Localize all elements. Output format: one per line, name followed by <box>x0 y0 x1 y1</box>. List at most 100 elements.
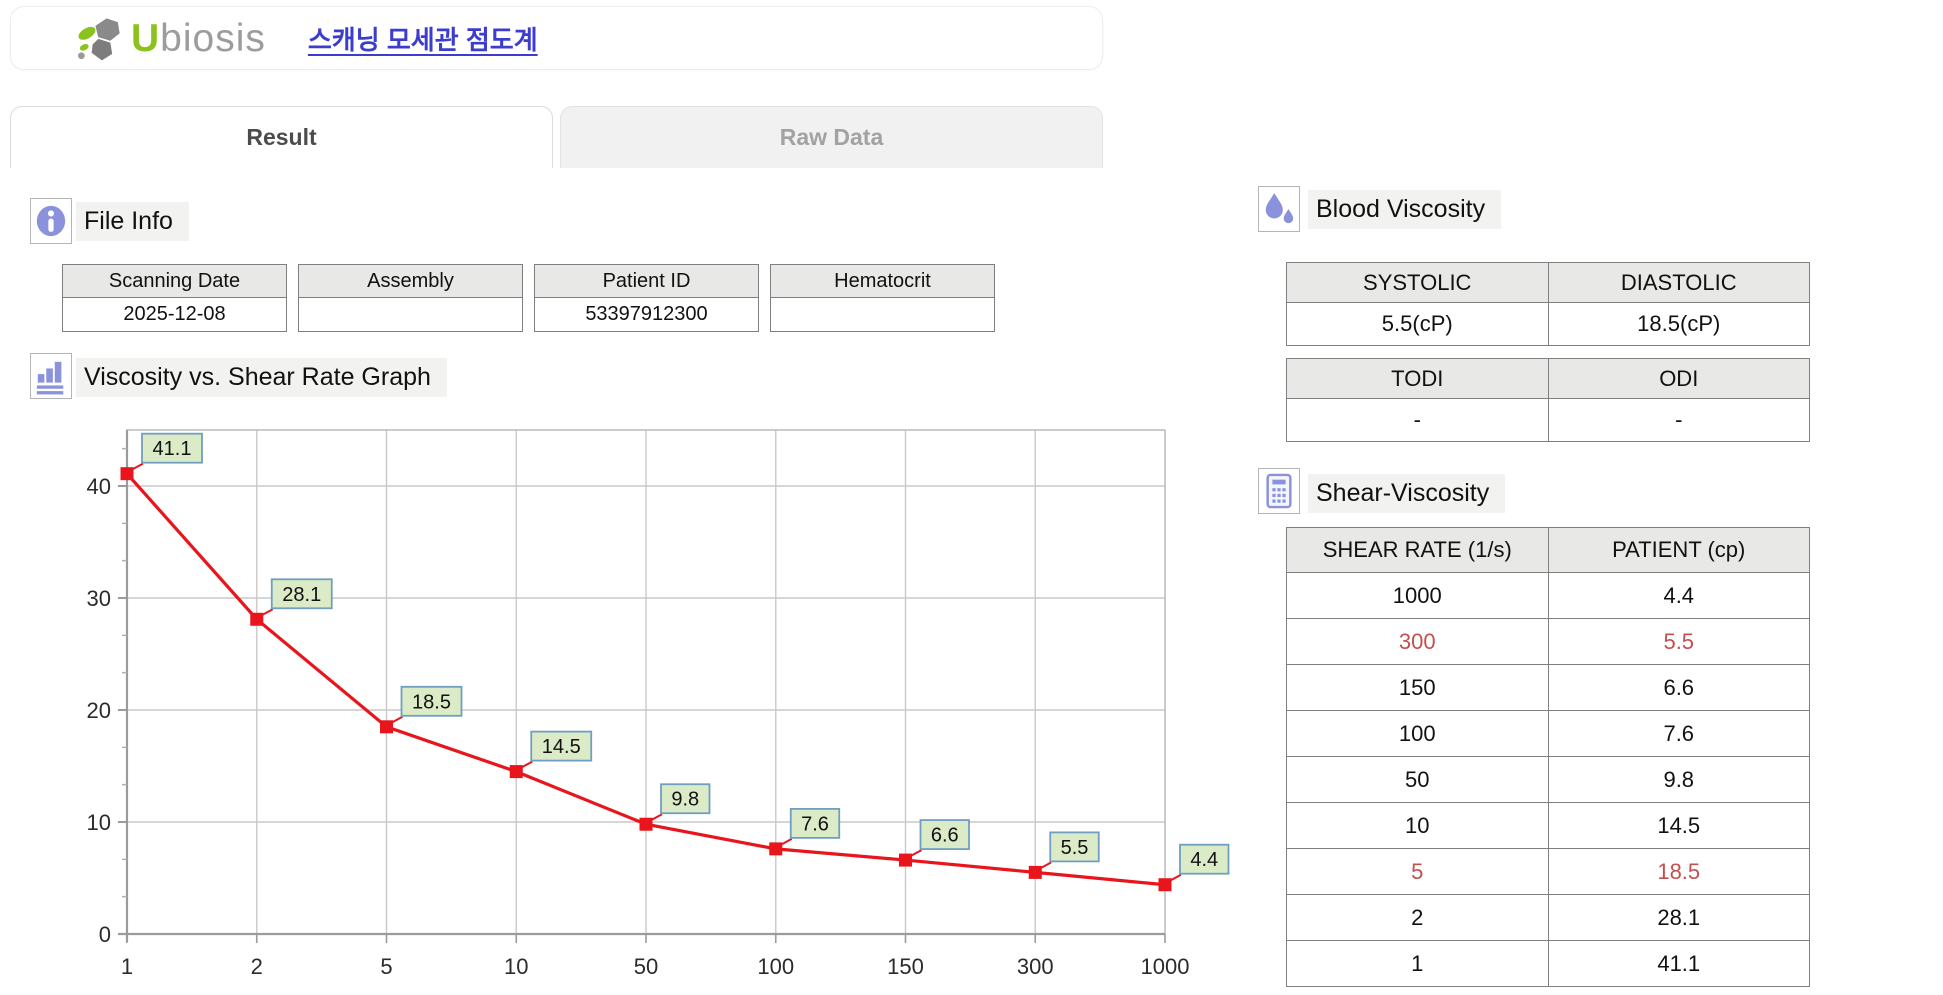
shear-viscosity-table: SHEAR RATE (1/s) PATIENT (cp) 1000 4.4 3… <box>1286 527 1810 987</box>
y-axis-label: 0 <box>99 922 111 947</box>
systolic-value: 5.5(cP) <box>1286 302 1549 346</box>
file-info-field: Scanning Date 2025-12-08 <box>62 264 287 332</box>
table-row: 50 9.8 <box>1286 756 1810 803</box>
data-point-label: 18.5 <box>412 691 451 713</box>
tab-result[interactable]: Result <box>10 106 553 168</box>
x-axis-label: 5 <box>380 954 392 979</box>
logo-text: Ubiosis <box>131 19 266 58</box>
patient-viscosity-cell: 4.4 <box>1547 572 1810 619</box>
patient-viscosity-cell: 28.1 <box>1547 894 1810 941</box>
diastolic-value: 18.5(cP) <box>1547 302 1810 346</box>
x-axis-label: 100 <box>757 954 794 979</box>
data-point-label-box <box>400 685 463 717</box>
table-row: 300 5.5 <box>1286 618 1810 665</box>
table-row: 150 6.6 <box>1286 664 1810 711</box>
chart-canvas: 0 10 20 30 40 1 2 5 10 50 100 150 300 1000 41.1 28.1 18.… <box>87 429 1230 979</box>
blood-viscosity-title: Blood Viscosity <box>1308 190 1502 229</box>
data-point-label: 4.4 <box>1190 849 1218 871</box>
data-point-label-box <box>270 578 333 610</box>
shear-rate-cell: 150 <box>1286 664 1549 711</box>
data-point-label-box <box>530 730 593 762</box>
file-info-field: Hematocrit <box>770 264 995 332</box>
patient-header: PATIENT (cp) <box>1547 527 1810 573</box>
info-icon <box>36 205 66 237</box>
shear-rate-cell: 1000 <box>1286 572 1549 619</box>
table-header-row: SHEAR RATE (1/s) PATIENT (cp) <box>1286 527 1810 573</box>
patient-viscosity-cell: 41.1 <box>1547 940 1810 987</box>
patient-viscosity-cell: 18.5 <box>1547 848 1810 895</box>
shear-rate-cell: 5 <box>1286 848 1549 895</box>
file-info-fields: Scanning Date 2025-12-08 Assembly Patien… <box>62 264 995 332</box>
viscosity-shear-rate-chart: 0 10 20 30 40 1 2 5 10 50 100 150 300 1000 41.1 28.1 18.… <box>18 415 1268 995</box>
table-row: 10 14.5 <box>1286 802 1810 849</box>
file-info-field-value: 2025-12-08 <box>63 298 286 331</box>
odi-value: - <box>1547 398 1810 442</box>
y-axis-label: 40 <box>87 474 111 499</box>
data-point-label: 9.8 <box>671 789 699 811</box>
todi-header: TODI <box>1286 358 1549 399</box>
table-row: 5 18.5 <box>1286 848 1810 895</box>
x-axis-label: 1 <box>121 954 133 979</box>
todi-value: - <box>1286 398 1549 442</box>
data-point-label: 41.1 <box>153 438 192 460</box>
shear-rate-cell: 50 <box>1286 756 1549 803</box>
header-card: Ubiosis 스캐닝 모세관 점도계 <box>10 6 1103 70</box>
label-leader-line <box>129 462 144 472</box>
x-axis-label: 1000 <box>1141 954 1190 979</box>
data-point-label-box <box>1179 843 1230 875</box>
blood-viscosity-pressure-table: SYSTOLIC DIASTOLIC 5.5(cP) 18.5(cP) <box>1286 262 1810 346</box>
table-row: 2 28.1 <box>1286 894 1810 941</box>
data-point-label: 7.6 <box>801 813 829 835</box>
blood-droplets-icon <box>1265 192 1294 224</box>
bar-chart-icon-box <box>30 353 72 399</box>
shear-viscosity-rows: 1000 4.4 300 5.5 150 6.6 100 7.6 50 9.8 … <box>1286 572 1810 987</box>
x-axis-label: 10 <box>504 954 528 979</box>
shear-rate-cell: 300 <box>1286 618 1549 665</box>
table-value-row: - - <box>1286 398 1810 442</box>
label-leader-line <box>1037 861 1052 871</box>
calculator-icon-box <box>1258 468 1300 514</box>
shear-rate-cell: 10 <box>1286 802 1549 849</box>
x-axis-label: 2 <box>251 954 263 979</box>
calculator-icon <box>1266 473 1292 509</box>
tab-raw-data[interactable]: Raw Data <box>560 106 1103 168</box>
info-icon-box <box>30 198 72 244</box>
table-value-row: 5.5(cP) 18.5(cP) <box>1286 302 1810 346</box>
data-point-label-box <box>660 783 711 815</box>
table-header-row: SYSTOLIC DIASTOLIC <box>1286 262 1810 303</box>
y-axis-label: 10 <box>87 810 111 835</box>
data-point-label-box <box>1049 831 1100 863</box>
x-axis-label: 150 <box>887 954 924 979</box>
data-point-label-box <box>141 432 203 464</box>
label-leader-line <box>778 837 793 847</box>
label-leader-line <box>518 760 533 770</box>
label-leader-line <box>1167 873 1182 883</box>
table-row: 1 41.1 <box>1286 940 1810 987</box>
bar-chart-icon <box>36 361 64 395</box>
file-info-field-label: Assembly <box>299 265 522 298</box>
y-axis-label: 30 <box>87 586 111 611</box>
app-title: 스캐닝 모세관 점도계 <box>307 24 538 55</box>
file-info-field: Assembly <box>298 264 523 332</box>
data-point-label-box <box>789 807 841 839</box>
table-header-row: TODI ODI <box>1286 358 1810 399</box>
label-leader-line <box>908 849 922 858</box>
ubiosis-logo: Ubiosis <box>73 13 266 63</box>
logo-word-rest: biosis <box>160 16 266 60</box>
diastolic-header: DIASTOLIC <box>1547 262 1810 303</box>
patient-viscosity-cell: 7.6 <box>1547 710 1810 757</box>
odi-header: ODI <box>1547 358 1810 399</box>
graph-section-title: Viscosity vs. Shear Rate Graph <box>76 358 447 397</box>
shear-rate-cell: 100 <box>1286 710 1549 757</box>
shear-rate-cell: 1 <box>1286 940 1549 987</box>
label-leader-line <box>389 715 403 725</box>
x-axis-label: 300 <box>1017 954 1054 979</box>
patient-viscosity-cell: 14.5 <box>1547 802 1810 849</box>
tab-bar: Result Raw Data <box>0 106 1120 168</box>
x-axis-label: 50 <box>634 954 658 979</box>
data-point-label: 5.5 <box>1061 837 1089 859</box>
file-info-field-label: Patient ID <box>535 265 758 298</box>
blood-viscosity-index-table: TODI ODI - - <box>1286 358 1810 442</box>
data-point-label: 28.1 <box>282 584 321 606</box>
